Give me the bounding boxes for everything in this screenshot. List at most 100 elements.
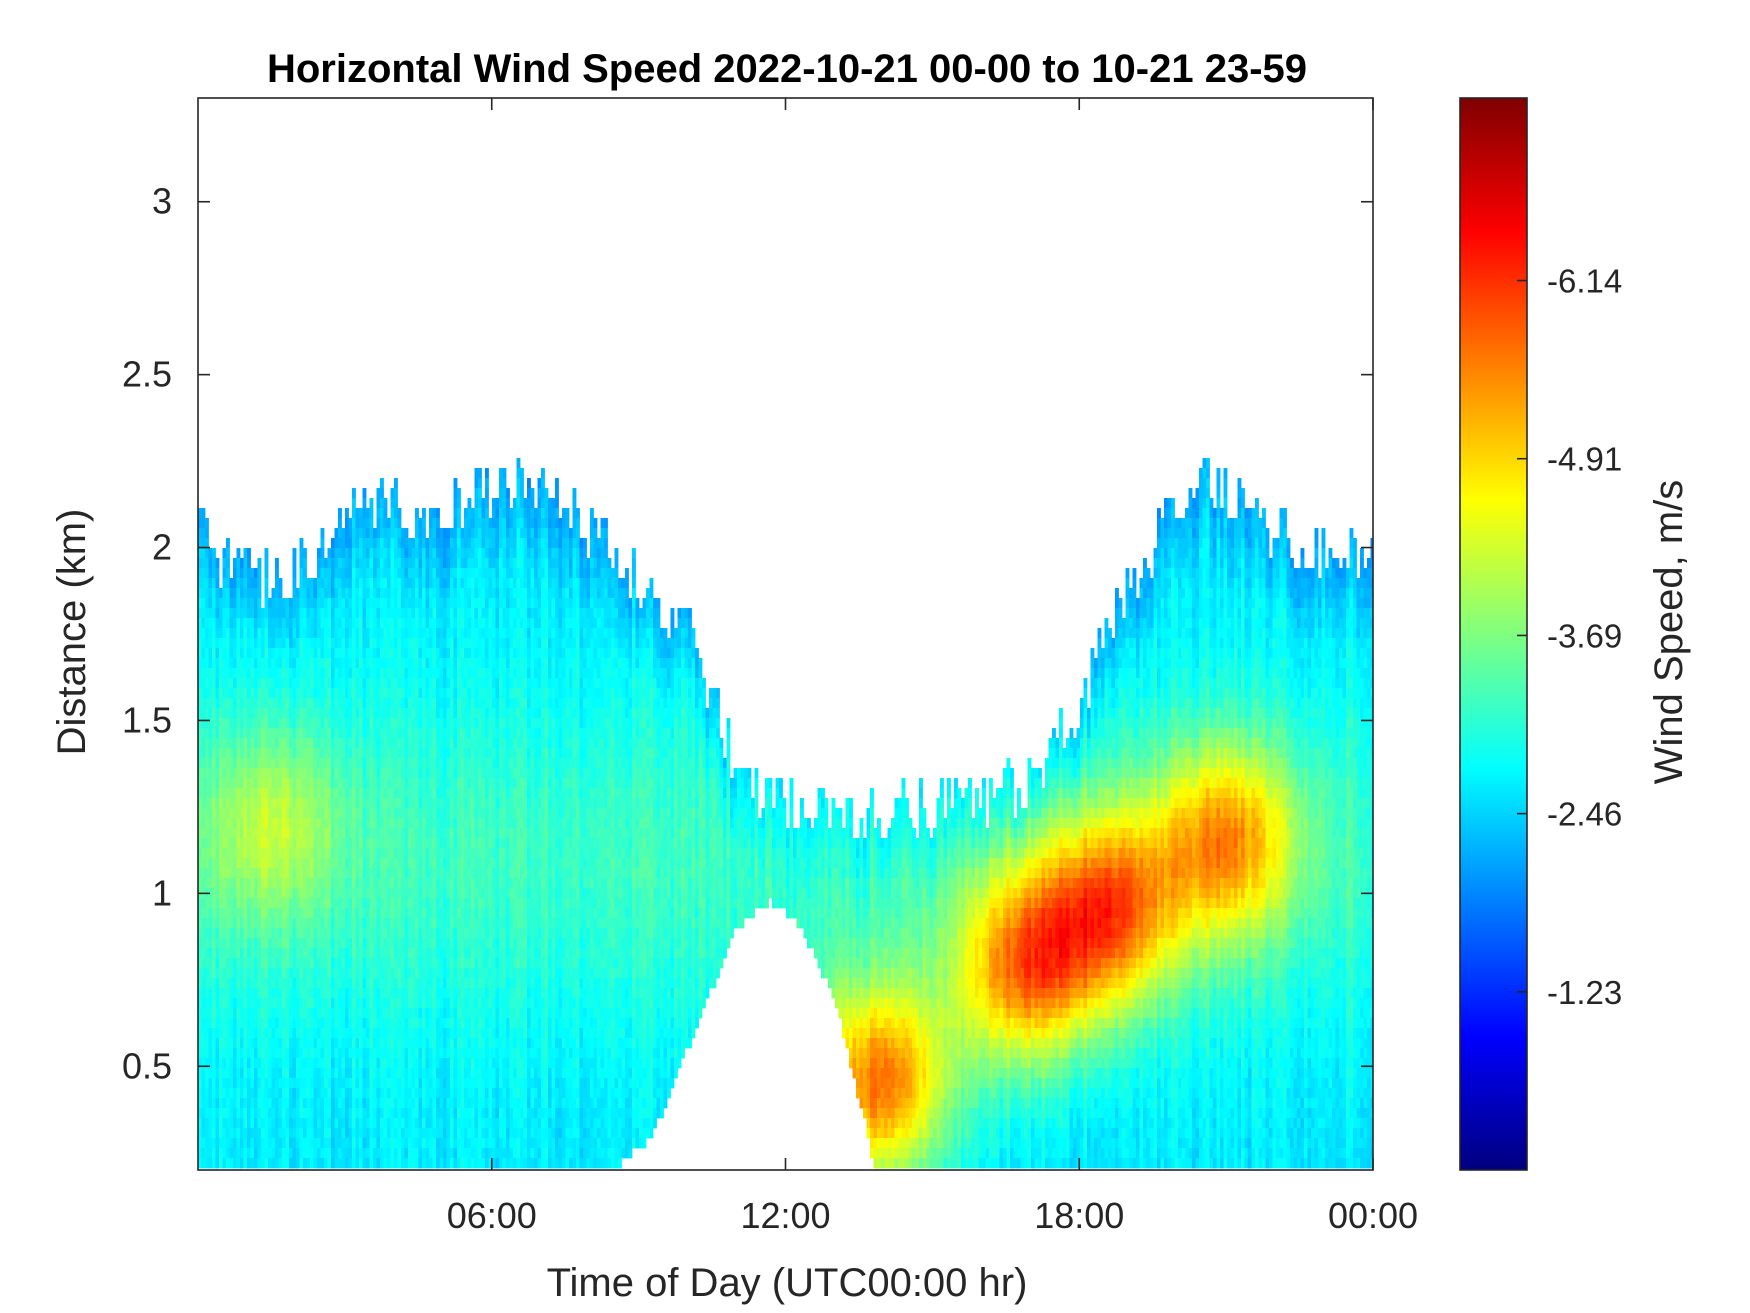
heatmap-cell [370, 628, 374, 638]
heatmap-cell [363, 598, 367, 608]
heatmap-cell [457, 1068, 461, 1078]
heatmap-cell [240, 1148, 244, 1158]
heatmap-cell [254, 1098, 258, 1108]
heatmap-cell [307, 598, 311, 608]
heatmap-cell [440, 958, 444, 968]
heatmap-cell [398, 558, 402, 568]
heatmap-cell [317, 828, 321, 838]
heatmap-cell [321, 1148, 325, 1158]
heatmap-cell [275, 778, 279, 788]
heatmap-cell [468, 738, 472, 748]
heatmap-cell [303, 578, 307, 588]
heatmap-cell [349, 898, 353, 908]
heatmap-cell [401, 1098, 405, 1108]
heatmap-cell [247, 1118, 251, 1128]
heatmap-cell [468, 938, 472, 948]
heatmap-cell [377, 1138, 381, 1148]
heatmap-cell [261, 668, 265, 678]
heatmap-cell [282, 888, 286, 898]
heatmap-cell [443, 698, 447, 708]
heatmap-cell [247, 558, 251, 568]
heatmap-cell [261, 948, 265, 958]
heatmap-cell [363, 998, 367, 1008]
heatmap-cell [209, 598, 213, 608]
heatmap-cell [398, 948, 402, 958]
heatmap-cell [377, 808, 381, 818]
heatmap-cell [471, 978, 475, 988]
heatmap-cell [412, 978, 416, 988]
heatmap-cell [219, 728, 223, 738]
heatmap-cell [370, 998, 374, 1008]
heatmap-cell [254, 958, 258, 968]
heatmap-cell [230, 898, 234, 908]
heatmap-cell [366, 528, 370, 538]
heatmap-cell [254, 688, 258, 698]
heatmap-cell [251, 798, 255, 808]
heatmap-cell [412, 728, 416, 738]
heatmap-cell [429, 858, 433, 868]
heatmap-cell [401, 1158, 405, 1168]
heatmap-cell [205, 558, 209, 568]
heatmap-cell [426, 1108, 430, 1118]
heatmap-cell [356, 828, 360, 838]
heatmap-cell [398, 548, 402, 558]
heatmap-cell [349, 678, 353, 688]
heatmap-cell [356, 648, 360, 658]
heatmap-cell [205, 798, 209, 808]
heatmap-cell [247, 638, 251, 648]
heatmap-cell [296, 928, 300, 938]
heatmap-cell [314, 958, 318, 968]
heatmap-cell [230, 1008, 234, 1018]
heatmap-cell [363, 1008, 367, 1018]
heatmap-cell [335, 628, 339, 638]
heatmap-cell [293, 1158, 297, 1168]
heatmap-cell [454, 948, 458, 958]
heatmap-cell [216, 1118, 220, 1128]
heatmap-cell [314, 878, 318, 888]
heatmap-cell [328, 798, 332, 808]
heatmap-cell [468, 1128, 472, 1138]
heatmap-cell [202, 798, 206, 808]
heatmap-cell [408, 578, 412, 588]
heatmap-cell [345, 668, 349, 678]
heatmap-cell [377, 1068, 381, 1078]
heatmap-cell [254, 718, 258, 728]
heatmap-cell [468, 748, 472, 758]
heatmap-cell [261, 788, 265, 798]
heatmap-cell [286, 898, 290, 908]
heatmap-cell [317, 998, 321, 1008]
heatmap-cell [296, 688, 300, 698]
heatmap-cell [422, 1018, 426, 1028]
heatmap-cell [233, 938, 237, 948]
heatmap-cell [247, 1098, 251, 1108]
heatmap-cell [321, 1008, 325, 1018]
heatmap-cell [272, 668, 276, 678]
heatmap-cell [251, 938, 255, 948]
heatmap-cell [265, 588, 269, 598]
heatmap-cell [373, 818, 377, 828]
heatmap-cell [349, 1068, 353, 1078]
heatmap-cell [471, 1028, 475, 1038]
heatmap-cell [380, 678, 384, 688]
heatmap-cell [405, 748, 409, 758]
heatmap-cell [202, 778, 206, 788]
heatmap-cell [216, 858, 220, 868]
heatmap-cell [380, 798, 384, 808]
heatmap-cell [331, 1148, 335, 1158]
heatmap-cell [209, 818, 213, 828]
heatmap-cell [356, 988, 360, 998]
heatmap-cell [205, 638, 209, 648]
heatmap-cell [209, 998, 213, 1008]
heatmap-cell [321, 528, 325, 538]
heatmap-cell [307, 858, 311, 868]
heatmap-cell [356, 518, 360, 528]
heatmap-cell [212, 678, 216, 688]
heatmap-cell [359, 768, 363, 778]
heatmap-cell [212, 998, 216, 1008]
heatmap-cell [275, 1148, 279, 1158]
heatmap-cell [387, 618, 391, 628]
heatmap-cell [202, 608, 206, 618]
heatmap-cell [219, 808, 223, 818]
heatmap-cell [205, 1158, 209, 1168]
heatmap-cell [335, 758, 339, 768]
